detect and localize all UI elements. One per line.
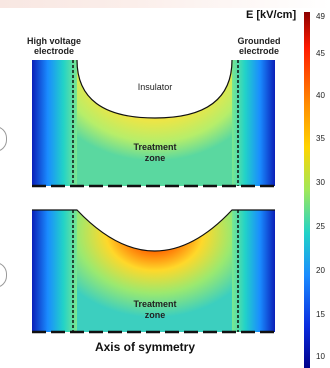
colorbar-tick: 25 (316, 222, 325, 231)
colorbar-tick: 49 (316, 12, 325, 21)
colorbar-tick: 10 (316, 352, 325, 361)
colorbar-title: E [kV/cm] (246, 9, 297, 21)
insulator-label: Insulator (137, 82, 173, 92)
colorbar-tick: 35 (316, 134, 325, 143)
colorbar-tick: 45 (316, 49, 325, 58)
grounded-electrode-label: Grounded electrode (237, 36, 281, 56)
high-voltage-electrode-label: High voltage electrode (26, 36, 81, 56)
top-treatment-zone-label: Treatment zone (133, 142, 177, 163)
colorbar-tick: 15 (316, 310, 325, 319)
colorbar-tick: 40 (316, 91, 325, 100)
field-panels (32, 59, 275, 334)
bottom-panel (32, 209, 275, 334)
top-panel (32, 59, 275, 188)
colorbar (304, 12, 310, 368)
colorbar-tick: 20 (316, 266, 325, 275)
top-band (0, 0, 330, 8)
axis-of-symmetry-label: Axis of symmetry (94, 340, 196, 354)
colorbar-tick: 30 (316, 178, 325, 187)
bottom-treatment-zone-label: Treatment zone (133, 299, 177, 320)
